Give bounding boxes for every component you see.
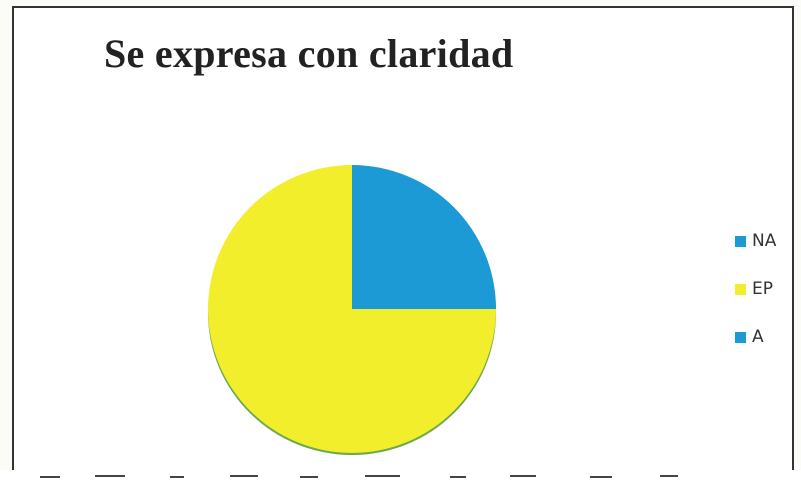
pie-slice-na — [352, 165, 496, 309]
chart-title: Se expresa con claridad — [104, 31, 514, 76]
legend-label: EP — [752, 279, 773, 299]
bottom-scan-edge — [0, 470, 801, 483]
legend-item-ep: EP — [735, 278, 795, 300]
legend-swatch — [735, 283, 746, 295]
legend-item-a: A — [735, 326, 795, 348]
legend-label: NA — [752, 231, 777, 251]
legend-swatch — [735, 331, 746, 343]
legend-label: A — [752, 327, 764, 347]
pie-slice-ep — [208, 165, 496, 453]
legend-item-na: NA — [735, 230, 795, 252]
legend-swatch — [735, 235, 746, 247]
chart-legend: NA EP A — [735, 230, 795, 374]
pie-slices — [208, 165, 496, 453]
